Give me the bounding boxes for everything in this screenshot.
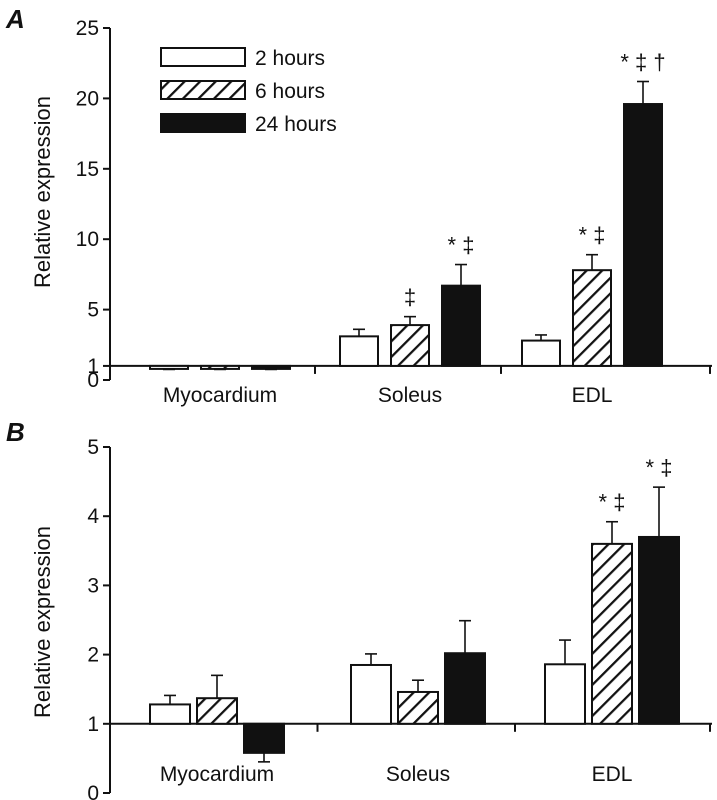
panel-b-significance-label: * ‡: [599, 490, 626, 515]
panel-b-y-tick-label: 0: [87, 782, 99, 800]
panel-a: A Relative expression 01510152025Myocard…: [5, 4, 712, 407]
panel-a-y-tick-label: 5: [87, 299, 99, 322]
panel-a-bar-soleus-2-hours: [339, 335, 379, 367]
legend-label: 6 hours: [255, 80, 325, 103]
panel-a-bar-edl-24-hours: [623, 103, 663, 367]
panel-a-y-tick-label: 25: [76, 17, 99, 40]
panel-a-significance-label: * ‡ †: [620, 50, 665, 75]
panel-a-letter: A: [5, 4, 25, 34]
panel-a-category-label: Soleus: [378, 384, 442, 407]
panel-a-legend: 2 hours 6 hours 24 hours: [160, 47, 337, 136]
legend-swatch-2-hours: [160, 47, 246, 67]
panel-b: B Relative expression 0 1 2 3 4 5 Myocardium So…: [6, 417, 712, 800]
panel-b-bar-soleus-6-hours: [397, 690, 439, 725]
panel-a-y-tick-label: 10: [76, 228, 99, 251]
panel-a-y-tick-label: 0: [87, 369, 99, 392]
panel-a-bar-soleus-6-hours: [390, 324, 430, 367]
panel-b-bar-soleus-24-hours: [444, 652, 486, 725]
panel-b-bar-myocardium-24-hours: [243, 722, 285, 754]
panel-b-bar-myocardium-6-hours: [196, 697, 238, 725]
panel-b-category-label: EDL: [592, 763, 633, 786]
panel-b-category-label: Myocardium: [160, 763, 274, 786]
panel-a-bar-edl-6-hours: [572, 269, 612, 367]
panel-a-bar-soleus-24-hours: [441, 284, 481, 367]
panel-b-category-label: Soleus: [386, 763, 450, 786]
panel-b-y-tick-label: 2: [87, 644, 99, 667]
panel-a-significance-label: ‡: [404, 285, 416, 310]
panel-b-bar-edl-6-hours: [591, 542, 633, 725]
panel-a-significance-label: * ‡: [448, 233, 475, 258]
panel-b-y-tick-label: 1: [87, 713, 99, 736]
panel-a-category-label: Myocardium: [163, 384, 277, 407]
panel-b-significance-label: * ‡: [646, 455, 673, 480]
panel-a-y-tick-label: 1: [87, 355, 99, 378]
panel-b-bar-edl-24-hours: [638, 535, 680, 725]
legend-swatch-6-hours: [160, 80, 246, 100]
panel-b-y-tick-label: 5: [87, 436, 99, 459]
panel-b-bar-soleus-2-hours: [350, 663, 392, 725]
panel-a-y-tick-label: 20: [76, 87, 99, 110]
panel-b-letter: B: [6, 417, 25, 447]
panel-b-y-tick-label: 4: [87, 505, 99, 528]
panel-a-significance-label: * ‡: [579, 223, 606, 248]
panel-b-y-axis-label: Relative expression: [30, 526, 55, 718]
panel-b-bar-edl-2-hours: [544, 663, 586, 725]
panel-b-bar-myocardium-2-hours: [149, 703, 191, 725]
legend-label: 2 hours: [255, 47, 325, 70]
legend-label: 24 hours: [255, 113, 337, 136]
panel-a-bar-edl-2-hours: [521, 339, 561, 367]
panel-a-y-axis-label: Relative expression: [30, 96, 55, 288]
panel-a-category-label: EDL: [572, 384, 613, 407]
panel-a-y-tick-label: 15: [76, 158, 99, 181]
legend-swatch-24-hours: [160, 113, 246, 133]
panel-b-y-tick-label: 3: [87, 574, 99, 597]
